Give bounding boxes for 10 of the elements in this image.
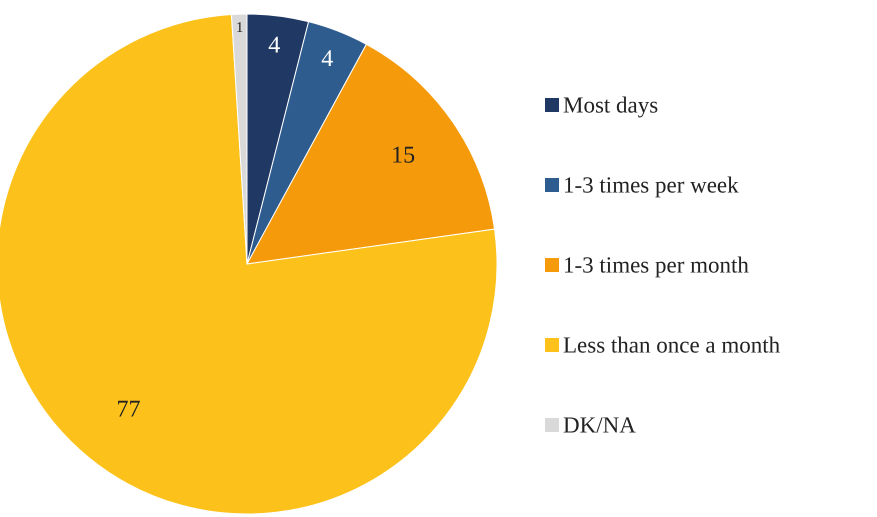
data-label: 1 <box>236 20 244 36</box>
data-label: 4 <box>268 32 280 59</box>
legend-label: DK/NA <box>563 412 636 438</box>
data-label: 4 <box>321 46 334 72</box>
legend-label: Most days <box>563 92 658 118</box>
legend-label: Less than once a month <box>563 332 781 358</box>
legend-label: 1-3 times per week <box>563 172 740 198</box>
legend-label: 1-3 times per month <box>563 252 750 278</box>
data-label: 77 <box>116 396 140 422</box>
data-label: 15 <box>391 142 416 169</box>
